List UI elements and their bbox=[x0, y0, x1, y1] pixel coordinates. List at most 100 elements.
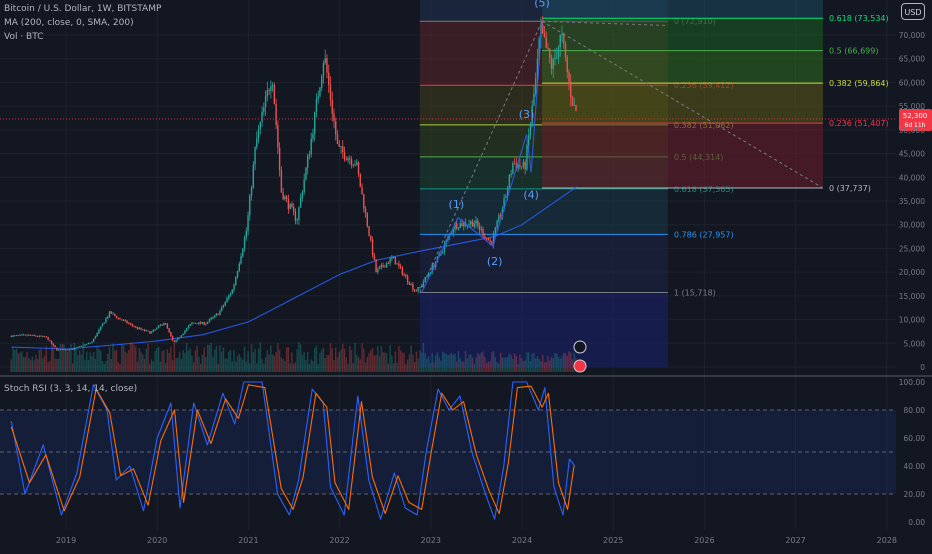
volume-bar bbox=[52, 344, 55, 372]
candle-body bbox=[405, 274, 407, 277]
volume-bar bbox=[564, 353, 567, 372]
volume-bar bbox=[114, 350, 116, 372]
candle-body bbox=[259, 121, 262, 129]
candle-body bbox=[299, 197, 302, 208]
candle-body bbox=[536, 58, 539, 79]
volume-bar bbox=[485, 363, 488, 372]
candle-body bbox=[43, 336, 46, 337]
candle-body bbox=[308, 154, 311, 156]
candle-body bbox=[484, 236, 486, 239]
volume-bar bbox=[105, 361, 107, 372]
volume-bar bbox=[480, 352, 483, 372]
volume-bar bbox=[157, 346, 160, 372]
annotations-layer: (1) (2) (3) (4) (5) bbox=[421, 0, 587, 373]
candle-body bbox=[26, 334, 28, 336]
candle-body bbox=[399, 266, 402, 268]
volume-bar bbox=[343, 348, 346, 372]
volume-bar bbox=[270, 345, 272, 372]
price-tick-label: 20,000 bbox=[899, 268, 925, 277]
candle-body bbox=[33, 334, 35, 336]
volume-bar bbox=[536, 356, 539, 372]
volume-bar bbox=[482, 351, 484, 372]
volume-bar bbox=[100, 350, 102, 372]
candle-body bbox=[547, 48, 549, 49]
volume-bar bbox=[426, 358, 428, 372]
volume-bar bbox=[403, 352, 405, 372]
event-icon bbox=[573, 359, 587, 373]
candle-body bbox=[131, 324, 133, 326]
volume-bar bbox=[298, 342, 300, 372]
candle-body bbox=[354, 164, 356, 166]
candle-body bbox=[454, 222, 456, 230]
candle-body bbox=[450, 233, 453, 234]
stoch-rsi-legend[interactable]: Stoch RSI (3, 3, 14, 14, close) bbox=[4, 384, 138, 394]
candle-body bbox=[168, 328, 170, 333]
candle-body bbox=[219, 311, 221, 315]
candle-body bbox=[426, 275, 428, 278]
volume-bar bbox=[78, 350, 81, 372]
volume-bar bbox=[12, 347, 14, 372]
candle-body bbox=[524, 162, 526, 170]
currency-button[interactable]: USD bbox=[901, 3, 925, 20]
volume-bar bbox=[231, 361, 233, 372]
volume-bar bbox=[140, 351, 142, 372]
volume-bar bbox=[308, 363, 311, 372]
candle-body bbox=[163, 323, 165, 325]
candle-body bbox=[275, 103, 277, 125]
volume-bar bbox=[552, 358, 554, 372]
volume-bar bbox=[405, 363, 407, 372]
volume-bar bbox=[28, 357, 30, 372]
volume-bar bbox=[138, 348, 141, 372]
volume-bar bbox=[175, 358, 177, 372]
volume-bar bbox=[214, 349, 216, 372]
volume-bar bbox=[322, 347, 325, 372]
candle-body bbox=[38, 335, 41, 337]
candle-body bbox=[347, 158, 349, 161]
volume-bar bbox=[573, 352, 575, 372]
volume-bar bbox=[312, 361, 314, 372]
volume-bar bbox=[254, 348, 256, 372]
volume-bar bbox=[449, 354, 451, 372]
price-tick-label: 70,000 bbox=[899, 31, 925, 40]
candle-body bbox=[214, 315, 216, 317]
candle-body bbox=[229, 293, 232, 296]
symbol-title[interactable]: Bitcoin / U.S. Dollar, 1W, BITSTAMP bbox=[4, 4, 162, 14]
volume-bar bbox=[205, 357, 207, 372]
volume-bar bbox=[284, 360, 286, 372]
stoch-tick-label: 20.00 bbox=[904, 490, 926, 499]
price-tick-label: 50,000 bbox=[899, 126, 925, 135]
candle-body bbox=[370, 235, 372, 240]
volume-bar bbox=[96, 346, 98, 372]
candle-body bbox=[552, 59, 554, 69]
candle-body bbox=[463, 222, 465, 227]
volume-bar bbox=[219, 345, 221, 372]
fib-zone bbox=[419, 188, 668, 235]
ma-legend[interactable]: MA (200, close, 0, SMA, 200) bbox=[4, 18, 134, 28]
volume-bar bbox=[180, 359, 183, 372]
candle-body bbox=[191, 322, 193, 325]
candle-body bbox=[19, 334, 21, 336]
volume-bar bbox=[413, 361, 416, 372]
candle-body bbox=[215, 313, 218, 316]
volume-bar bbox=[156, 348, 158, 372]
candle-body bbox=[180, 335, 183, 338]
candle-body bbox=[401, 267, 404, 275]
candle-body bbox=[110, 311, 112, 314]
candle-body bbox=[222, 305, 225, 308]
candle-body bbox=[122, 320, 125, 322]
candle-body bbox=[292, 206, 295, 212]
candle-body bbox=[459, 223, 461, 229]
volume-bar bbox=[198, 356, 200, 372]
volume-legend[interactable]: Vol · BTC bbox=[4, 32, 44, 42]
candle-body bbox=[45, 336, 48, 338]
volume-bar bbox=[380, 345, 383, 372]
volume-bar bbox=[457, 350, 460, 372]
volume-bar bbox=[121, 343, 123, 372]
candle-body bbox=[68, 349, 70, 351]
wave-label: (5) bbox=[534, 0, 550, 10]
volume-bar bbox=[194, 349, 197, 372]
candle-body bbox=[70, 349, 72, 350]
candle-body bbox=[533, 93, 535, 106]
